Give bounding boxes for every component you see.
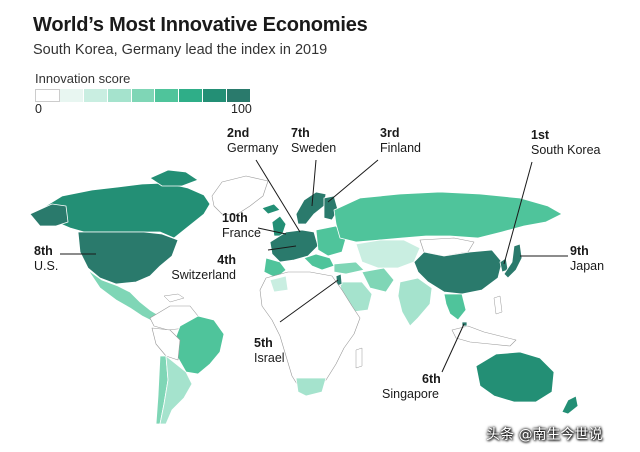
name-south-korea: South Korea [531, 143, 601, 157]
russia-shape [333, 191, 563, 243]
arctic-islands-shape [149, 169, 199, 187]
rank-japan: 9th [570, 244, 589, 258]
indonesia-shape [451, 325, 517, 347]
legend-swatch [83, 89, 108, 102]
leader-line-south-korea [503, 161, 533, 265]
caribbean-shape [163, 293, 185, 303]
greenland-shape [211, 175, 269, 216]
label-singapore: 6th Singapore [382, 372, 441, 402]
name-sweden: Sweden [291, 141, 337, 155]
label-israel: 5th Israel [254, 336, 285, 366]
philippines-shape [493, 295, 503, 315]
label-finland: 3rd Finland [380, 126, 421, 156]
north-africa-shape [269, 275, 289, 293]
watermark-text: 头条 @南生今世说 [486, 427, 603, 443]
legend-swatch [59, 89, 84, 102]
name-us: U.S. [34, 259, 59, 273]
singapore-shape [461, 321, 468, 327]
southeast-asia-shape [443, 293, 467, 321]
argentina-shape [159, 355, 193, 425]
leader-line-switzerland [267, 245, 297, 251]
iran-shape [361, 267, 395, 293]
rank-germany: 2nd [227, 126, 250, 140]
legend-swatch [35, 89, 60, 102]
name-finland: Finland [380, 141, 421, 155]
label-japan: 9th Japan [570, 244, 604, 274]
legend-swatch [227, 89, 252, 102]
name-israel: Israel [254, 351, 285, 365]
india-shape [397, 277, 433, 327]
leader-line-israel [279, 279, 339, 323]
south-africa-shape [295, 377, 327, 397]
australia-shape [475, 351, 555, 403]
page-subtitle: South Korea, Germany lead the index in 2… [33, 42, 328, 58]
legend-min-label: 0 [35, 102, 42, 116]
legend-color-scale [35, 89, 252, 102]
scandinavia-shape [295, 191, 327, 225]
legend-max-label: 100 [231, 102, 252, 116]
leader-line-sweden [311, 159, 317, 207]
label-germany: 2nd Germany [227, 126, 278, 156]
rank-us: 8th [34, 244, 53, 258]
name-france: France [222, 226, 261, 240]
name-japan: Japan [570, 259, 605, 273]
rank-israel: 5th [254, 336, 273, 350]
label-france: 10th France [222, 211, 261, 241]
leader-line-singapore [441, 323, 465, 373]
us-shape [77, 231, 179, 285]
label-switzerland: 4th Switzerland [164, 253, 236, 283]
name-germany: Germany [227, 141, 279, 155]
label-us: 8th U.S. [34, 244, 58, 274]
andes-shape [151, 327, 181, 361]
central-asia-shape [355, 239, 421, 269]
legend-swatch [155, 89, 180, 102]
rank-south-korea: 1st [531, 128, 550, 142]
rank-france: 10th [222, 211, 248, 225]
name-singapore: Singapore [382, 387, 439, 401]
uk-shape [271, 215, 287, 237]
iceland-shape [261, 203, 281, 215]
name-switzerland: Switzerland [171, 268, 236, 282]
legend-swatch [131, 89, 156, 102]
rank-switzerland: 4th [217, 253, 236, 267]
legend-swatch [203, 89, 228, 102]
label-south-korea: 1st South Korea [531, 128, 601, 158]
leader-line-france [257, 227, 287, 235]
china-shape [413, 249, 503, 295]
leader-line-finland [327, 159, 379, 203]
legend-title: Innovation score [35, 71, 131, 86]
leader-line-germany [255, 159, 301, 233]
rank-sweden: 7th [291, 126, 310, 140]
japan-shape [503, 243, 523, 279]
page-title: World’s Most Innovative Economies [33, 14, 368, 36]
new-zealand-shape [561, 395, 579, 415]
legend-swatch [107, 89, 132, 102]
label-sweden: 7th Sweden [291, 126, 336, 156]
africa-shape [259, 271, 361, 393]
madagascar-shape [355, 347, 363, 369]
southern-europe-shape [303, 253, 335, 271]
rank-singapore: 6th [422, 372, 441, 386]
turkey-shape [333, 261, 365, 275]
alaska-shape [29, 203, 69, 227]
legend-swatch [179, 89, 204, 102]
rank-finland: 3rd [380, 126, 400, 140]
